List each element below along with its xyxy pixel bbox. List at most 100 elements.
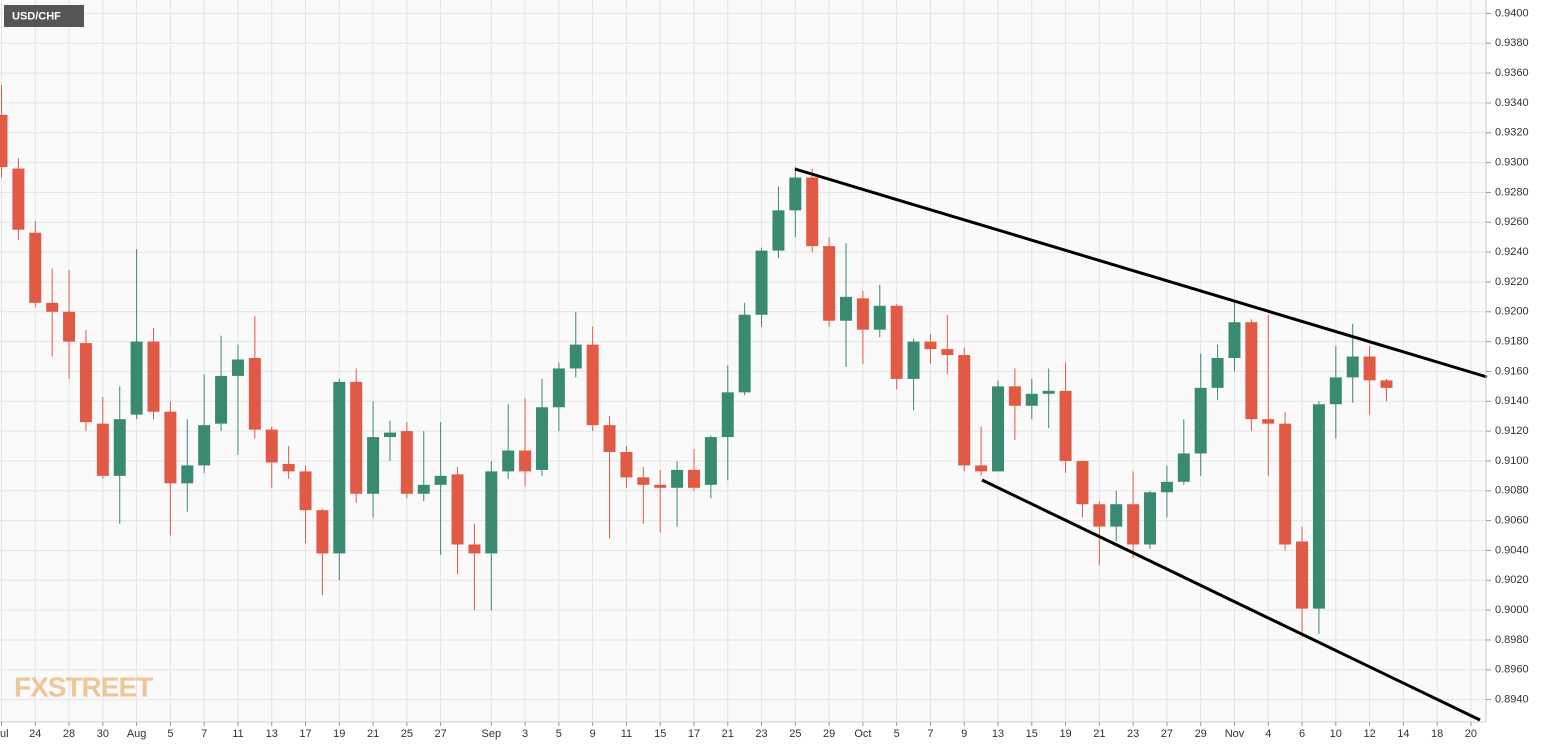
candle-body xyxy=(569,344,582,369)
candle-body xyxy=(941,349,954,356)
candle-body xyxy=(350,381,363,494)
x-tick-label: 28 xyxy=(63,728,75,740)
y-tick-label: 0.9240 xyxy=(1495,246,1529,258)
candle-body xyxy=(1194,387,1207,454)
candle-body xyxy=(840,296,852,321)
y-tick-label: 0.8960 xyxy=(1495,664,1529,676)
y-tick-label: 0.9360 xyxy=(1495,67,1529,79)
candle-body xyxy=(248,358,261,430)
candle-body xyxy=(367,437,380,494)
candle-body xyxy=(113,419,126,476)
x-tick-label: 30 xyxy=(97,728,109,740)
x-tick-label: Sep xyxy=(482,728,502,740)
x-tick-label: 7 xyxy=(927,728,933,740)
candle-body xyxy=(400,431,413,494)
candle-body xyxy=(434,475,447,485)
x-tick-label: 21 xyxy=(1093,728,1105,740)
y-tick-label: 0.9400 xyxy=(1495,7,1529,19)
y-tick-label: 0.9040 xyxy=(1495,544,1529,556)
x-tick-label: 7 xyxy=(201,728,207,740)
candle-body xyxy=(198,425,211,466)
candle-body xyxy=(1059,390,1072,461)
x-tick-label: 5 xyxy=(894,728,900,740)
candle-body xyxy=(772,210,785,251)
candle-body xyxy=(620,451,633,478)
candle-body xyxy=(12,168,25,230)
candle-body xyxy=(417,484,430,494)
x-tick-label: 9 xyxy=(590,728,596,740)
candle-body xyxy=(299,471,312,511)
candle-body xyxy=(856,298,869,330)
y-tick-label: 0.8940 xyxy=(1495,694,1529,706)
x-tick-label: 11 xyxy=(232,728,243,740)
y-tick-label: 0.9280 xyxy=(1495,186,1529,198)
candle-body xyxy=(552,368,565,408)
trend-line xyxy=(981,478,1481,722)
candle-body xyxy=(907,341,920,379)
candle-body xyxy=(1279,423,1292,545)
x-tick-label: 6 xyxy=(1299,728,1305,740)
y-tick-label: 0.9220 xyxy=(1495,276,1529,288)
y-tick-label: 0.9020 xyxy=(1495,574,1529,586)
candle-body xyxy=(1025,393,1038,406)
candle-body xyxy=(181,465,194,484)
candle-body xyxy=(46,302,59,312)
y-tick-label: 0.9320 xyxy=(1495,127,1529,139)
x-tick-label: Oct xyxy=(854,728,871,740)
candle-body xyxy=(29,232,42,303)
candle-body xyxy=(1363,356,1376,381)
candle-body xyxy=(485,471,498,554)
x-tick-label: 15 xyxy=(654,728,666,740)
x-tick-label: 21 xyxy=(367,728,379,740)
candle-body xyxy=(451,474,464,545)
x-tick-label: 19 xyxy=(333,728,345,740)
candle-body xyxy=(671,469,684,488)
candle-body xyxy=(282,463,295,472)
candle-body xyxy=(130,341,143,415)
candles xyxy=(0,85,1393,637)
candle-body xyxy=(1144,492,1157,545)
x-tick-label: 25 xyxy=(401,728,413,740)
x-tick-label: Aug xyxy=(127,728,147,740)
y-tick-label: 0.9260 xyxy=(1495,216,1529,228)
x-tick-label: 18 xyxy=(1431,728,1443,740)
candle-body xyxy=(704,437,717,485)
x-tick-label: Nov xyxy=(1225,728,1245,740)
candle-body xyxy=(958,355,971,466)
x-tick-label: 4 xyxy=(1265,728,1271,740)
candle-body xyxy=(79,343,92,423)
candle-body xyxy=(738,314,751,393)
candle-body xyxy=(687,469,700,488)
y-tick-label: 0.9000 xyxy=(1495,604,1529,616)
x-tick-label: 5 xyxy=(556,728,562,740)
candle-body xyxy=(1296,541,1309,609)
candle-body xyxy=(1380,380,1393,388)
y-tick-label: 0.9080 xyxy=(1495,485,1529,497)
y-tick-label: 0.9060 xyxy=(1495,515,1529,527)
x-tick-label: 29 xyxy=(823,728,835,740)
candle-body xyxy=(1177,453,1190,482)
y-tick-label: 0.9180 xyxy=(1495,336,1529,348)
x-tick-label: 23 xyxy=(755,728,767,740)
x-tick-label: 3 xyxy=(522,728,528,740)
x-tick-label: 15 xyxy=(1026,728,1038,740)
candle-body xyxy=(0,114,8,168)
y-tick-label: 0.9380 xyxy=(1495,37,1529,49)
trend-line xyxy=(794,167,1488,379)
y-tick-label: 0.9340 xyxy=(1495,97,1529,109)
candle-body xyxy=(654,484,667,488)
y-tick-label: 0.9120 xyxy=(1495,425,1529,437)
candle-body xyxy=(1329,377,1342,405)
x-tick-label: Jul xyxy=(0,728,9,740)
grid xyxy=(0,0,1486,722)
candle-body xyxy=(890,305,903,379)
x-tick-label: 12 xyxy=(1363,728,1375,740)
candle-body xyxy=(468,544,481,554)
candle-body xyxy=(316,510,329,554)
candle-body xyxy=(1076,460,1089,505)
candle-body xyxy=(1042,390,1055,394)
symbol-box xyxy=(4,5,84,27)
chart-title: USD/CHF xyxy=(12,10,61,22)
y-tick-label: 0.9100 xyxy=(1495,455,1529,467)
